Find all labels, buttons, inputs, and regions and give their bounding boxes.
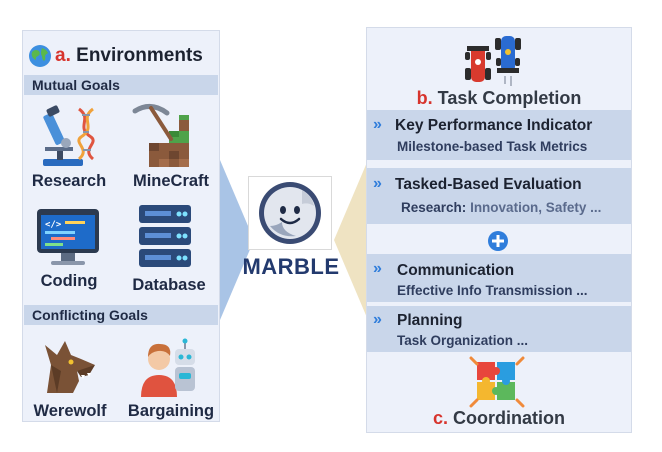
env-werewolf-label: Werewolf <box>33 402 107 420</box>
task-evaluation-subtitle-label: Research: <box>401 200 467 215</box>
env-bargaining-label: Bargaining <box>127 402 215 420</box>
communication-title: Communication <box>397 262 515 279</box>
kpi-chevron-icon: » <box>373 116 382 133</box>
coordination-heading: Coordination <box>453 408 565 428</box>
marble-label: MARBLE <box>242 254 340 279</box>
task-evaluation-card: » Tasked-Based Evaluation Research: Inno… <box>367 168 631 224</box>
globe-icon <box>29 45 51 67</box>
puzzle-icon <box>469 356 525 408</box>
environments-title: a. Environments <box>55 45 203 67</box>
task-completion-letter: b. <box>416 88 433 108</box>
coordination-letter: c. <box>432 408 448 428</box>
plus-icon <box>488 231 508 251</box>
planning-card: » Planning Task Organization ... <box>367 306 631 352</box>
kpi-card: » Key Performance Indicator Milestone-ba… <box>367 110 631 160</box>
kpi-title: Key Performance Indicator <box>395 117 593 134</box>
communication-chevron-icon: » <box>373 260 382 277</box>
werewolf-icon <box>45 341 95 393</box>
conflicting-goals-label: Conflicting Goals <box>32 307 148 323</box>
task-evaluation-subtitle: Research: Innovation, Safety ... <box>401 200 601 215</box>
task-completion-title: b. Task Completion <box>367 88 631 109</box>
task-evaluation-chevron-icon: » <box>373 175 382 192</box>
evaluation-panel: b. Task Completion » Key Performance Ind… <box>366 27 632 433</box>
communication-subtitle: Effective Info Transmission ... <box>397 283 588 298</box>
smiling-marble-icon <box>259 182 321 244</box>
planning-title: Planning <box>397 312 463 329</box>
microscope-dna-icon <box>43 105 95 166</box>
server-rack-icon <box>139 205 191 267</box>
coordination-title: c. Coordination <box>367 408 631 429</box>
svg-text:</>: </> <box>45 220 62 230</box>
environments-panel: a. Environments Mutual Goals Research Mi… <box>22 30 220 422</box>
left-flow-arrow <box>220 160 254 320</box>
marble-logo-frame <box>248 176 332 250</box>
kpi-subtitle: Milestone-based Task Metrics <box>397 139 588 154</box>
environments-letter: a. <box>55 45 71 66</box>
env-research-label: Research <box>31 172 107 190</box>
env-minecraft-label: MineCraft <box>132 172 210 190</box>
race-cars-icon <box>465 36 521 86</box>
task-evaluation-title: Tasked-Based Evaluation <box>395 176 582 193</box>
task-evaluation-subtitle-text: Innovation, Safety ... <box>470 200 602 215</box>
right-flow-arrow <box>334 160 368 320</box>
planning-chevron-icon: » <box>373 311 382 328</box>
conflicting-goals-band: Conflicting Goals <box>24 305 218 325</box>
mutual-goals-band: Mutual Goals <box>24 75 218 95</box>
env-coding-label: Coding <box>40 272 98 290</box>
env-database-label: Database <box>132 276 206 294</box>
mutual-goals-label: Mutual Goals <box>32 77 120 93</box>
human-robot-icon <box>141 338 195 397</box>
code-monitor-icon: </> <box>37 209 99 265</box>
pickaxe-blocks-icon <box>132 104 189 167</box>
task-completion-heading: Task Completion <box>437 88 582 108</box>
planning-subtitle: Task Organization ... <box>397 333 529 348</box>
communication-card: » Communication Effective Info Transmiss… <box>367 254 631 302</box>
environments-heading: Environments <box>76 45 203 66</box>
